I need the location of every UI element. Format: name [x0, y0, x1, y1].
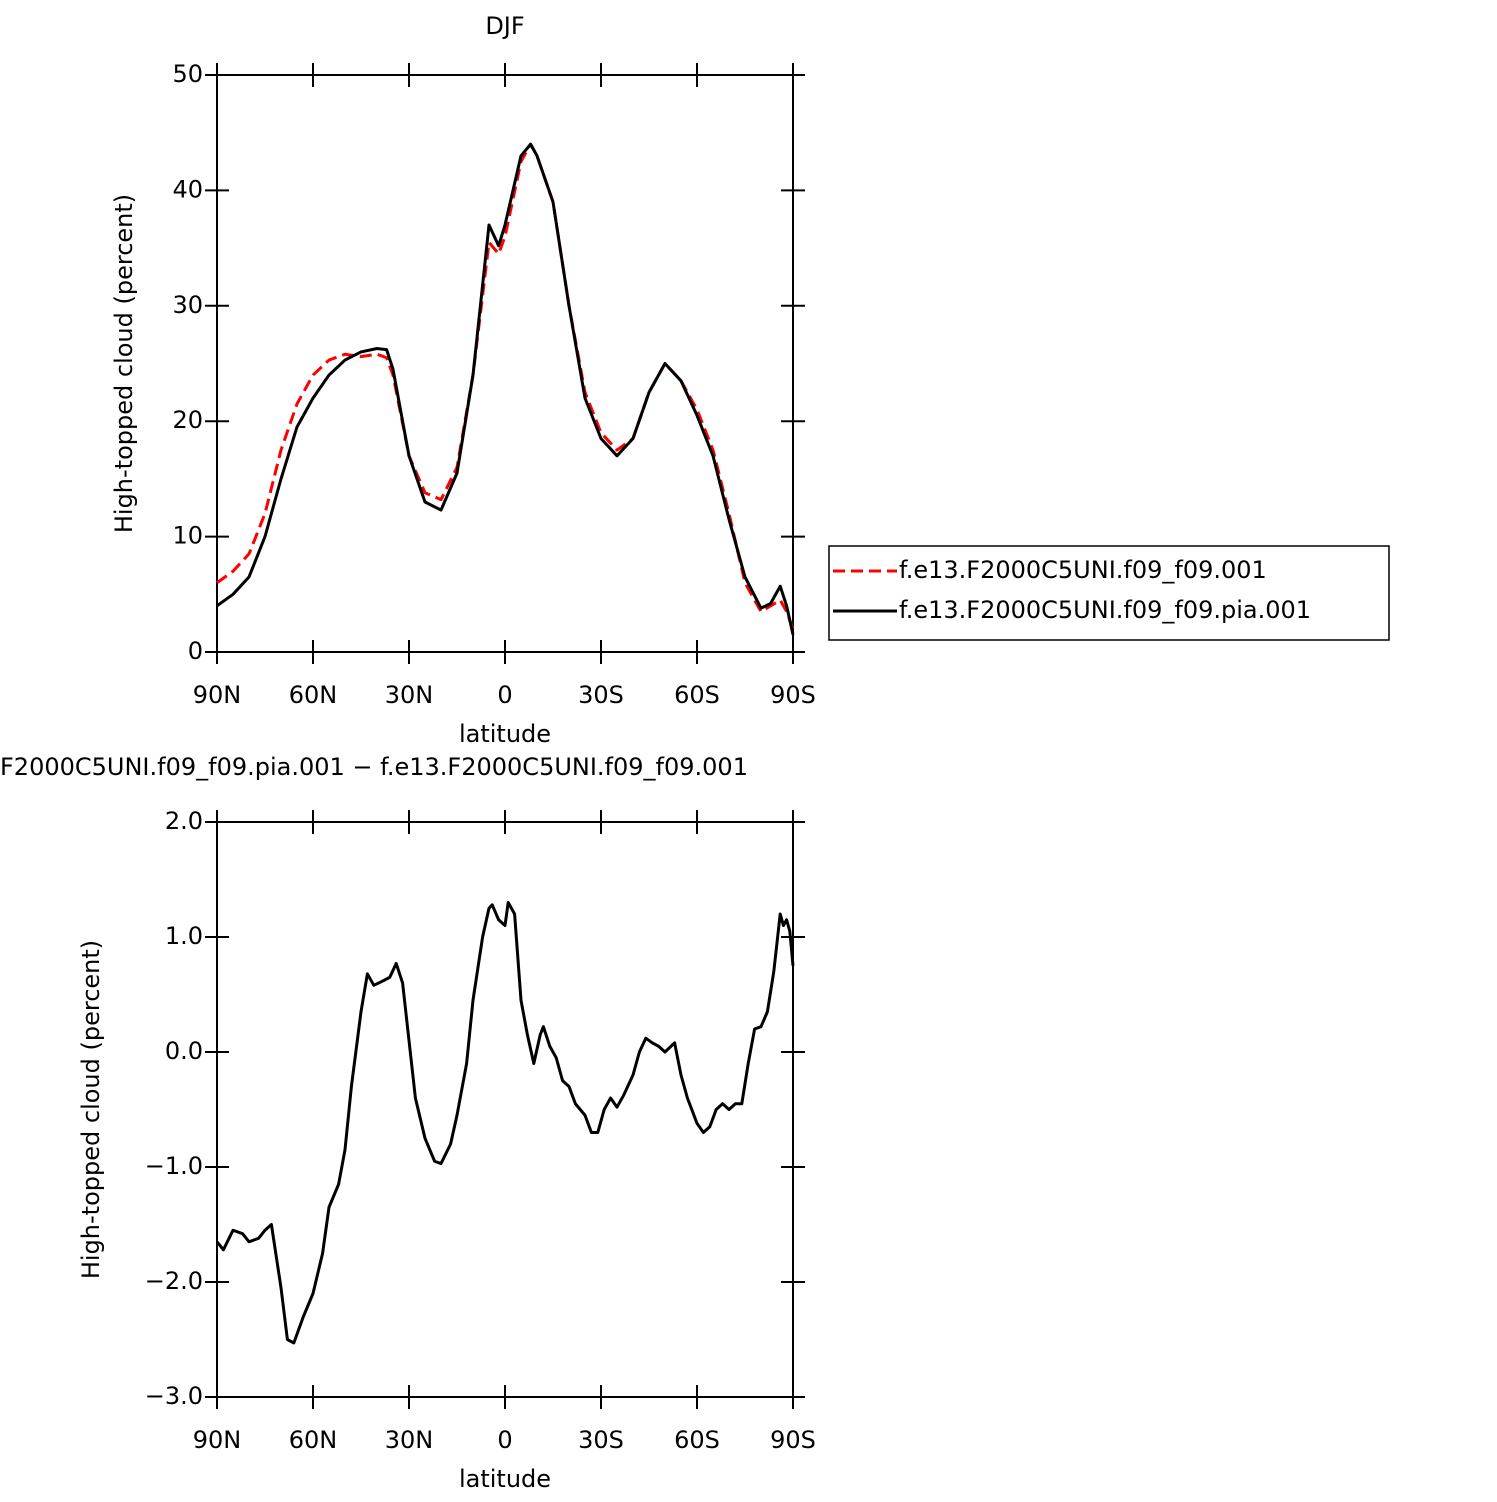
x-tick-label: 0	[497, 681, 512, 709]
y-axis-label: High-topped cloud (percent)	[77, 940, 105, 1279]
x-tick-label: 60S	[674, 681, 720, 709]
x-axis-label: latitude	[459, 1465, 551, 1493]
y-tick-label: 0	[188, 637, 203, 665]
y-tick-label: 0.0	[165, 1037, 203, 1065]
chart-title: F2000C5UNI.f09_f09.pia.001 − f.e13.F2000…	[0, 753, 748, 781]
x-axis-label: latitude	[459, 720, 551, 748]
y-tick-label: −2.0	[145, 1267, 203, 1295]
y-tick-label: 40	[172, 175, 203, 203]
plot-frame	[216, 821, 794, 1398]
y-tick-label: 20	[172, 406, 203, 434]
chart-title: DJF	[485, 12, 524, 40]
data-line	[215, 901, 795, 1345]
x-tick-label: 90S	[770, 1426, 816, 1454]
y-axis-label: High-topped cloud (percent)	[110, 194, 138, 533]
y-tick-label: 50	[172, 60, 203, 88]
y-tick-label: 1.0	[165, 922, 203, 950]
y-tick-label: 30	[172, 291, 203, 319]
y-tick-label: 2.0	[165, 807, 203, 835]
x-tick-label: 30N	[385, 1426, 434, 1454]
legend-box	[828, 545, 1390, 641]
x-tick-label: 30S	[578, 1426, 624, 1454]
data-line	[216, 142, 795, 630]
x-tick-label: 90N	[193, 681, 242, 709]
x-tick-label: 0	[497, 1426, 512, 1454]
data-line	[216, 142, 795, 636]
y-tick-label: 10	[172, 522, 203, 550]
x-tick-label: 60N	[289, 1426, 338, 1454]
x-tick-label: 90N	[193, 1426, 242, 1454]
legend-label: f.e13.F2000C5UNI.f09_f09.pia.001	[899, 596, 1311, 624]
x-tick-label: 90S	[770, 681, 816, 709]
x-tick-label: 30N	[385, 681, 434, 709]
x-tick-label: 60N	[289, 681, 338, 709]
plot-frame	[216, 74, 794, 653]
y-tick-label: −3.0	[145, 1382, 203, 1410]
y-tick-label: −1.0	[145, 1152, 203, 1180]
x-tick-label: 30S	[578, 681, 624, 709]
x-tick-label: 60S	[674, 1426, 720, 1454]
legend-label: f.e13.F2000C5UNI.f09_f09.001	[899, 556, 1267, 584]
